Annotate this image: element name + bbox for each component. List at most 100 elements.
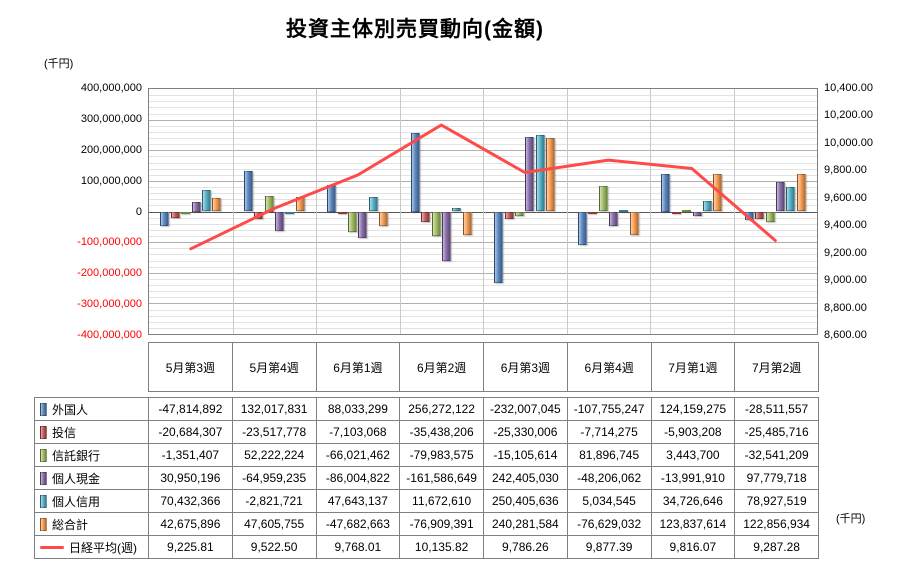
legend-cell: 投信: [35, 421, 149, 444]
table-value-cell: 42,675,896: [149, 513, 233, 536]
bar-series-6: [462, 211, 472, 236]
legend-bar-swatch: [40, 425, 47, 439]
data-table: 外国人 -47,814,892 132,017,831 88,033,299 256,2…: [34, 397, 819, 559]
bar-series-5: [285, 211, 295, 214]
category-label: 6月第2週: [400, 343, 484, 392]
table-value-cell: -66,021,462: [316, 444, 401, 467]
bar-series-2: [504, 211, 514, 220]
category-axis-row: 5月第3週 5月第4週 6月第1週 6月第2週 6月第3週 6月第4週 7月第1週 7月第2週: [148, 342, 819, 392]
bar-series-2: [337, 211, 347, 214]
left-axis-tick: 300,000,000: [80, 112, 142, 125]
bar-series-3: [348, 211, 358, 232]
table-value-cell: -76,909,391: [400, 513, 484, 536]
table-value-cell: 78,927,519: [735, 490, 819, 513]
bar-series-5: [535, 134, 545, 212]
table-value-cell: -86,004,822: [316, 467, 401, 490]
left-axis-tick: -400,000,000: [77, 329, 142, 341]
legend-cell: 信託銀行: [35, 444, 149, 467]
category-gridline: [733, 89, 735, 334]
bar-series-2: [170, 211, 180, 218]
table-value-cell: 81,896,745: [567, 444, 652, 467]
bar-series-5: [452, 207, 462, 212]
legend-cell: 総合計: [35, 513, 149, 536]
table-value-cell: -48,206,062: [567, 467, 652, 490]
bar-series-2: [755, 211, 765, 220]
bar-series-6: [379, 211, 389, 227]
right-axis-tick: 9,400.00: [824, 219, 867, 232]
table-value-cell: 123,837,614: [651, 513, 736, 536]
bar-series-4: [275, 211, 284, 232]
table-value-cell: -1,351,407: [149, 444, 233, 467]
right-axis-tick: 8,800.00: [824, 301, 867, 314]
left-axis-tick: -100,000,000: [77, 236, 142, 249]
bar-series-4: [776, 181, 785, 212]
table-value-cell: -35,438,206: [400, 421, 484, 444]
table-value-cell: -5,903,208: [651, 421, 736, 444]
bar-series-5: [786, 187, 796, 212]
table-value-cell: -7,714,275: [567, 421, 652, 444]
table-value-cell: 34,726,646: [651, 490, 736, 513]
table-value-cell: 250,405,636: [484, 490, 568, 513]
left-axis-tick: 100,000,000: [80, 174, 142, 187]
bar-series-6: [295, 196, 305, 212]
table-value-cell: -2,821,721: [232, 490, 317, 513]
chart-title: 投資主体別売買動向(金額): [286, 18, 544, 41]
bar-series-6: [713, 173, 723, 212]
table-value-cell: -28,511,557: [735, 398, 819, 421]
right-axis-tick: 9,200.00: [824, 246, 867, 259]
left-axis-tick: 0: [135, 205, 142, 218]
category-label: 6月第3週: [484, 343, 568, 392]
table-value-cell: 11,672,610: [400, 490, 484, 513]
bar-series-3: [682, 210, 691, 213]
right-axis-tick: 10,000.00: [824, 136, 873, 149]
category-label: 5月第3週: [149, 343, 233, 392]
legend-label: 信託銀行: [52, 448, 101, 463]
legend-bar-swatch: [40, 402, 47, 416]
table-value-cell: -47,814,892: [149, 398, 233, 421]
right-axis-tick: 8,600.00: [824, 329, 867, 341]
bar-series-3: [264, 195, 274, 212]
bar-series-2: [588, 211, 598, 214]
right-axis-tick: 9,800.00: [824, 164, 867, 177]
category-gridline: [483, 89, 484, 334]
table-value-cell: -47,682,663: [316, 513, 401, 536]
bar-series-4: [525, 137, 535, 212]
table-value-cell: 242,405,030: [484, 467, 568, 490]
legend-bar-swatch: [40, 471, 47, 485]
bar-series-6: [212, 198, 222, 212]
legend-line-swatch: [40, 545, 64, 549]
table-value-cell: 132,017,831: [232, 398, 317, 421]
left-axis-tick: -300,000,000: [77, 298, 142, 311]
bar-series-1: [744, 211, 754, 221]
table-value-cell: 122,856,934: [735, 513, 819, 536]
bar-series-2: [254, 211, 264, 219]
legend-cell: 個人信用: [35, 490, 149, 513]
bar-series-1: [243, 171, 253, 212]
right-axis-unit-label: (千円): [836, 513, 866, 525]
bar-series-3: [431, 211, 441, 236]
category-label: 7月第1週: [651, 343, 736, 392]
legend-label: 総合計: [52, 517, 89, 532]
category-label: 5月第4週: [232, 343, 317, 392]
left-axis-unit-label: (千円): [44, 58, 74, 70]
table-value-cell: 9,816.07: [651, 536, 736, 559]
left-axis-tick: -200,000,000: [77, 267, 142, 280]
table-value-cell: 10,135.82: [400, 536, 484, 559]
bar-series-1: [327, 184, 337, 212]
plot-area: [148, 88, 818, 335]
category-label: 6月第4週: [567, 343, 652, 392]
right-axis-tick: 10,400.00: [824, 82, 873, 94]
bar-series-4: [608, 211, 618, 227]
table-value-cell: -79,983,575: [400, 444, 484, 467]
bar-series-6: [629, 211, 639, 235]
legend-cell: 個人現金: [35, 467, 149, 490]
bar-series-3: [598, 186, 608, 212]
table-value-cell: -25,485,716: [735, 421, 819, 444]
category-gridline: [650, 89, 651, 334]
bar-series-4: [358, 211, 368, 238]
table-value-cell: 240,281,584: [484, 513, 568, 536]
table-value-cell: -161,586,649: [400, 467, 484, 490]
bar-series-1: [661, 173, 671, 212]
left-axis-tick: 200,000,000: [80, 143, 142, 156]
table-value-cell: 9,225.81: [149, 536, 233, 559]
